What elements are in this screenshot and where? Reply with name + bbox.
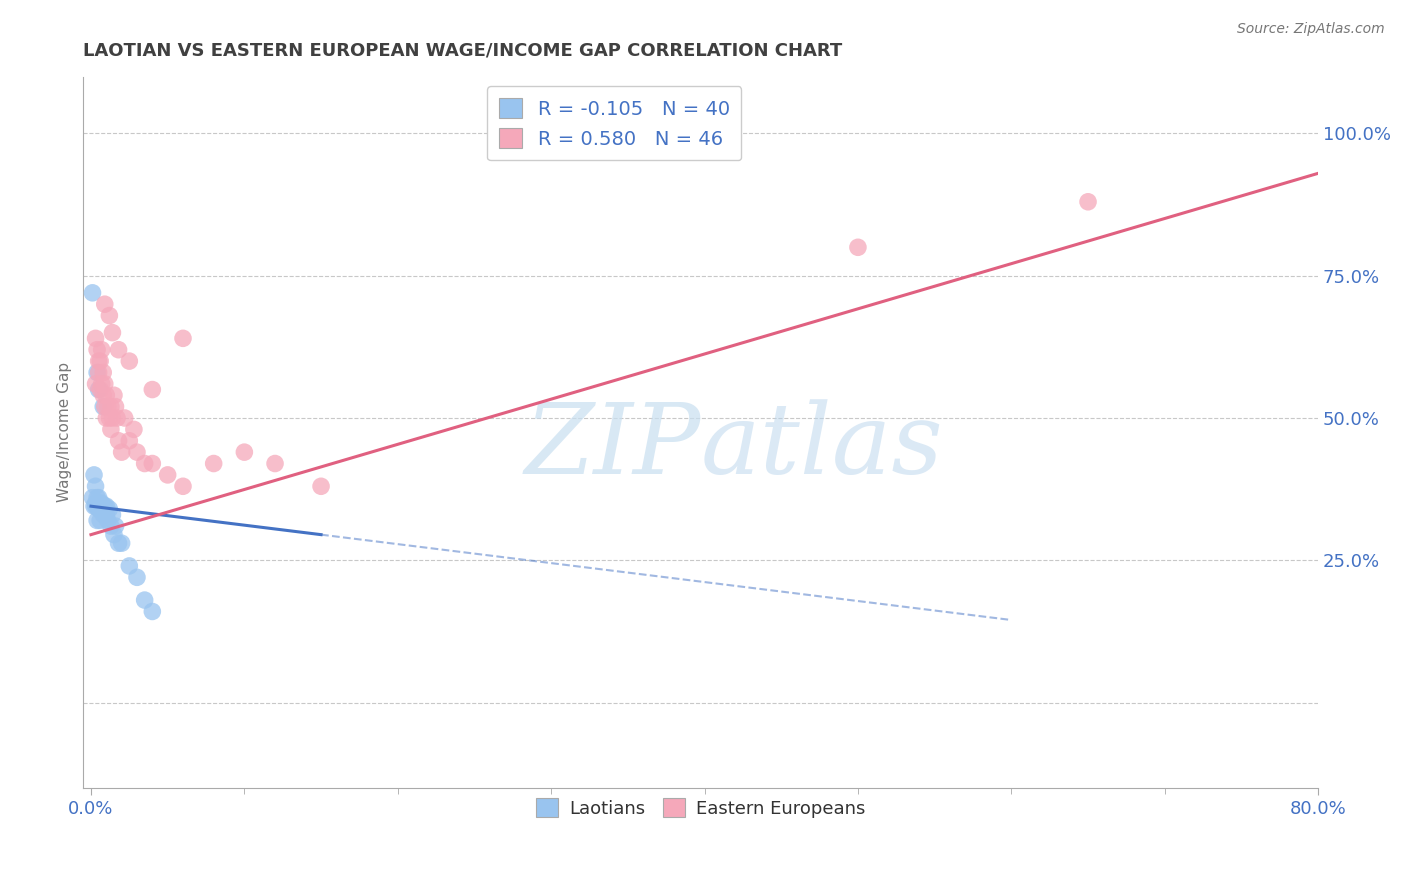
Point <box>91 508 114 522</box>
Point <box>122 422 145 436</box>
Point <box>86 513 108 527</box>
Point <box>125 570 148 584</box>
Text: LAOTIAN VS EASTERN EUROPEAN WAGE/INCOME GAP CORRELATION CHART: LAOTIAN VS EASTERN EUROPEAN WAGE/INCOME … <box>83 42 842 60</box>
Point <box>134 593 156 607</box>
Point <box>96 388 118 402</box>
Point <box>134 457 156 471</box>
Point <box>89 499 111 513</box>
Point <box>141 457 163 471</box>
Point <box>89 496 111 510</box>
Point <box>98 309 121 323</box>
Point <box>89 383 111 397</box>
Point <box>100 400 122 414</box>
Point <box>96 499 118 513</box>
Point <box>100 519 122 533</box>
Point <box>264 457 287 471</box>
Point <box>107 536 129 550</box>
Point <box>141 383 163 397</box>
Point <box>87 491 110 505</box>
Point <box>309 479 332 493</box>
Point <box>98 411 121 425</box>
Point <box>233 445 256 459</box>
Point <box>86 366 108 380</box>
Point <box>84 499 107 513</box>
Point <box>87 499 110 513</box>
Point <box>89 513 111 527</box>
Point <box>101 508 124 522</box>
Point <box>87 383 110 397</box>
Point <box>111 536 134 550</box>
Text: atlas: atlas <box>700 399 943 494</box>
Point <box>846 240 869 254</box>
Point <box>90 499 112 513</box>
Text: ZIP: ZIP <box>524 399 700 494</box>
Point <box>87 354 110 368</box>
Point <box>101 326 124 340</box>
Point <box>82 285 104 300</box>
Point <box>91 499 114 513</box>
Point <box>91 388 114 402</box>
Point <box>83 467 105 482</box>
Point <box>84 376 107 391</box>
Point <box>101 411 124 425</box>
Point <box>84 479 107 493</box>
Point <box>94 376 117 391</box>
Point <box>91 400 114 414</box>
Point <box>97 513 120 527</box>
Point <box>105 411 128 425</box>
Point <box>86 491 108 505</box>
Point <box>172 479 194 493</box>
Point <box>202 457 225 471</box>
Point <box>84 496 107 510</box>
Point <box>103 527 125 541</box>
Point <box>89 354 111 368</box>
Point <box>96 411 118 425</box>
Point <box>98 502 121 516</box>
Point <box>114 411 136 425</box>
Point <box>87 502 110 516</box>
Point <box>172 331 194 345</box>
Point <box>107 343 129 357</box>
Point <box>97 400 120 414</box>
Point <box>118 558 141 573</box>
Point <box>94 499 117 513</box>
Point <box>86 343 108 357</box>
Point <box>91 366 114 380</box>
Point <box>118 434 141 448</box>
Point <box>103 388 125 402</box>
Point <box>1077 194 1099 209</box>
Point <box>96 508 118 522</box>
Point <box>94 297 117 311</box>
Point <box>94 400 117 414</box>
Point <box>90 343 112 357</box>
Point <box>118 354 141 368</box>
Point <box>100 422 122 436</box>
Point <box>90 376 112 391</box>
Point <box>156 467 179 482</box>
Point <box>104 400 127 414</box>
Point <box>83 499 105 513</box>
Point <box>125 445 148 459</box>
Point <box>87 366 110 380</box>
Point <box>86 499 108 513</box>
Point <box>90 496 112 510</box>
Point <box>84 331 107 345</box>
Text: Source: ZipAtlas.com: Source: ZipAtlas.com <box>1237 22 1385 37</box>
Y-axis label: Wage/Income Gap: Wage/Income Gap <box>58 362 72 502</box>
Legend: Laotians, Eastern Europeans: Laotians, Eastern Europeans <box>529 791 872 825</box>
Point <box>111 445 134 459</box>
Point <box>104 519 127 533</box>
Point <box>107 434 129 448</box>
Point <box>90 502 112 516</box>
Point <box>141 605 163 619</box>
Point <box>94 502 117 516</box>
Point <box>82 491 104 505</box>
